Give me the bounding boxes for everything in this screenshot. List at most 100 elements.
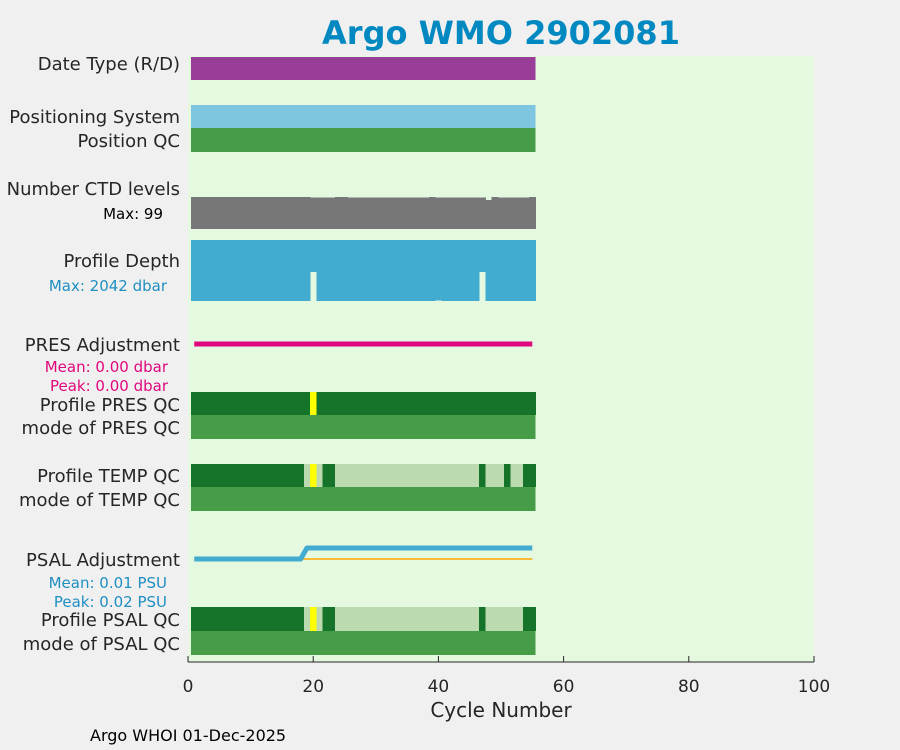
profile-depth-bar-4: [209, 240, 217, 302]
profile-depth-bar-18: [297, 240, 305, 302]
pres-adjustment-mean: Mean: 0.00 dbar: [45, 358, 169, 376]
ctd-levels-bar-17: [291, 197, 298, 229]
profile-depth-bar-2: [197, 240, 205, 302]
x-tick-label-60: 60: [553, 677, 575, 697]
profile_temp_qc-cycle-46: [472, 464, 480, 487]
profile-depth-bar-55: [529, 240, 536, 301]
ctd-levels-bar-47: [479, 197, 486, 229]
ctd-levels-bar-40: [435, 197, 442, 229]
footer-text: Argo WHOI 01-Dec-2025: [90, 726, 286, 745]
profile-depth-max: Max: 2042 dbar: [49, 277, 168, 295]
profile-depth-bar-17: [291, 240, 298, 301]
ctd-levels-bar-11: [253, 197, 261, 229]
profile_pres_qc-cycle-19: [303, 392, 311, 415]
profile_psal_qc-cycle-30: [372, 607, 380, 631]
ctd-levels-bar-41: [441, 197, 449, 229]
profile_temp_qc-cycle-22: [322, 464, 330, 487]
x-tick-label-100: 100: [798, 677, 830, 697]
profile_temp_qc-cycle-19: [303, 464, 311, 487]
profile-depth-bar-19: [303, 240, 311, 302]
label-pres-adjustment: PRES Adjustment: [25, 335, 180, 356]
ctd-levels-bar-6: [222, 197, 230, 229]
profile_pres_qc-cycle-1: [191, 392, 198, 415]
profile_pres_qc-cycle-21: [316, 392, 323, 415]
profile-depth-bar-13: [266, 240, 273, 302]
profile-depth-bar-24: [335, 240, 342, 301]
profile_temp_qc-cycle-1: [191, 464, 198, 487]
profile_pres_qc-cycle-36: [410, 392, 417, 415]
profile_pres_qc-cycle-28: [360, 392, 367, 415]
ctd-levels-bar-10: [247, 197, 255, 229]
ctd-levels-bar-25: [341, 197, 349, 229]
profile_psal_qc-cycle-55: [529, 607, 536, 631]
ctd-levels-bar-50: [497, 197, 505, 229]
profile_temp_qc-cycle-3: [203, 464, 211, 487]
profile_temp_qc-cycle-17: [291, 464, 298, 487]
profile_temp_qc-cycle-24: [335, 464, 342, 487]
profile_psal_qc-cycle-14: [272, 607, 280, 631]
ctd-levels-bar-2: [197, 197, 205, 229]
profile_temp_qc-cycle-53: [516, 464, 524, 487]
profile_psal_qc-cycle-8: [234, 607, 242, 631]
profile_psal_qc-cycle-22: [322, 607, 330, 631]
profile-depth-bar-50: [497, 240, 505, 302]
profile-depth-bar-29: [366, 240, 374, 302]
profile_temp_qc-cycle-14: [272, 464, 280, 487]
ctd-levels-bar-14: [272, 197, 280, 229]
ctd-levels-bar-29: [366, 197, 374, 229]
profile_temp_qc-cycle-43: [454, 464, 461, 487]
profile_pres_qc-cycle-3: [203, 392, 211, 415]
profile_temp_qc-cycle-28: [360, 464, 367, 487]
profile_temp_qc-cycle-29: [366, 464, 374, 487]
profile_psal_qc-cycle-38: [422, 607, 430, 631]
label-profile-pres-qc: Profile PRES QC: [40, 395, 180, 416]
profile-depth-bar-42: [447, 240, 455, 301]
ctd-levels-bar-8: [234, 197, 242, 229]
profile_temp_qc-cycle-49: [491, 464, 499, 487]
date-type-bar: [191, 57, 536, 80]
profile_psal_qc-cycle-13: [266, 607, 273, 631]
profile_temp_qc-cycle-11: [253, 464, 261, 487]
ctd-levels-bar-34: [397, 197, 405, 229]
profile-depth-bar-51: [504, 240, 511, 302]
profile_pres_qc-cycle-22: [322, 392, 330, 415]
ctd-levels-bar-45: [466, 197, 474, 229]
profile_temp_qc-cycle-2: [197, 464, 205, 487]
mode-psal-qc-bar: [191, 631, 536, 655]
profile_temp_qc-cycle-47: [479, 464, 486, 487]
profile_psal_qc-cycle-4: [209, 607, 217, 631]
profile_psal_qc-cycle-12: [259, 607, 267, 631]
profile-depth-bar-22: [322, 240, 330, 302]
profile_psal_qc-cycle-44: [460, 607, 467, 631]
x-axis-label: Cycle Number: [430, 698, 572, 722]
profile_pres_qc-cycle-50: [497, 392, 505, 415]
profile_psal_qc-cycle-29: [366, 607, 374, 631]
profile_psal_qc-cycle-48: [485, 607, 493, 631]
ctd-levels-bar-35: [403, 197, 411, 229]
profile-depth-bar-3: [203, 240, 211, 302]
profile-depth-bar-31: [378, 240, 386, 302]
profile_psal_qc-cycle-10: [247, 607, 255, 631]
ctd-levels-bar-5: [216, 197, 223, 229]
profile_pres_qc-cycle-11: [253, 392, 261, 415]
ctd-levels-bar-39: [429, 197, 436, 229]
profile_psal_qc-cycle-49: [491, 607, 499, 631]
profile_psal_qc-cycle-11: [253, 607, 261, 631]
profile_temp_qc-cycle-13: [266, 464, 273, 487]
profile_psal_qc-cycle-53: [516, 607, 524, 631]
profile_psal_qc-cycle-28: [360, 607, 367, 631]
profile_temp_qc-cycle-39: [429, 464, 436, 487]
profile_psal_qc-cycle-3: [203, 607, 211, 631]
label-profile-psal-qc: Profile PSAL QC: [41, 610, 180, 631]
profile_pres_qc-cycle-30: [372, 392, 380, 415]
label-mode-psal-qc: mode of PSAL QC: [23, 634, 180, 655]
profile-depth-bar-25: [341, 240, 349, 302]
profile-depth-bar-8: [234, 240, 242, 302]
profile-depth-bar-35: [403, 240, 411, 302]
ctd-levels-bar-22: [322, 197, 330, 229]
profile_pres_qc-cycle-25: [341, 392, 349, 415]
profile-depth-bar-1: [191, 240, 198, 301]
profile_temp_qc-cycle-31: [378, 464, 386, 487]
profile_temp_qc-cycle-12: [259, 464, 267, 487]
